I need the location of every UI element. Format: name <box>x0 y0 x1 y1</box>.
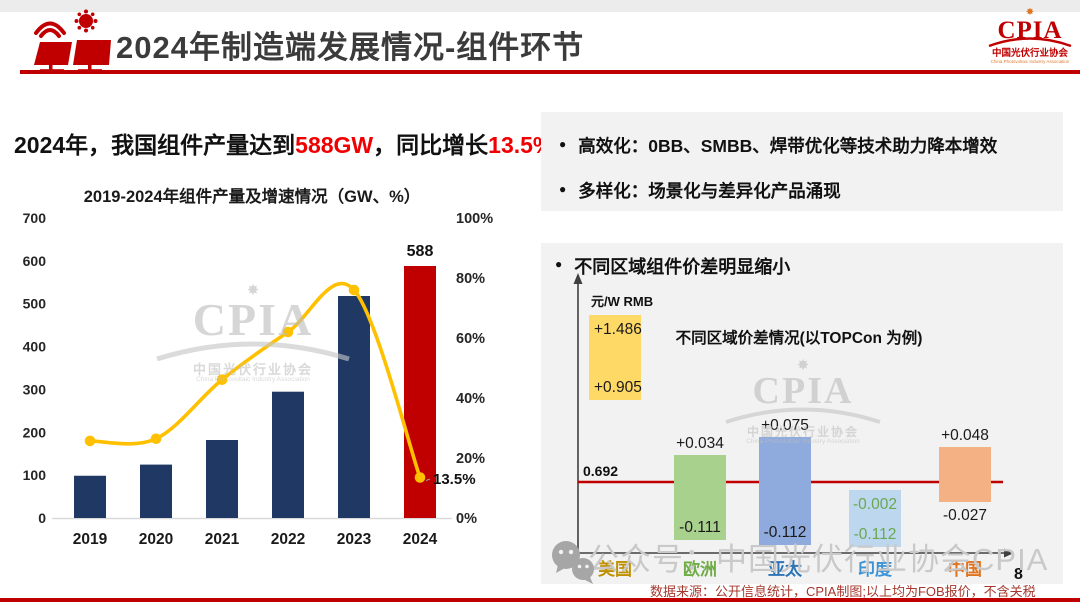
x-axis-label: 2024 <box>403 531 438 548</box>
line-value-label: 13.5% <box>433 471 476 488</box>
x-axis-label: 2023 <box>337 531 372 548</box>
left-axis-tick: 0 <box>38 510 46 526</box>
price-bullet-label: 不同区域组件价差明显缩小 <box>574 257 791 277</box>
bullet-item: ● 不同区域组件价差明显缩小 <box>555 253 790 279</box>
price-label: -0.112 <box>764 524 807 541</box>
window-top-band <box>0 0 1080 12</box>
right-axis-tick: 40% <box>456 391 485 407</box>
bar-2021 <box>206 440 238 518</box>
page-number: 8 <box>1014 566 1023 583</box>
growth-point-2021 <box>216 374 228 385</box>
price-gap-panel: ● 不同区域组件价差明显缩小 元/W RMB 不同区域价差情况(以TOPCon 为… <box>541 243 1063 584</box>
growth-line <box>88 281 422 480</box>
source-note: 数据来源：公开信息统计，CPIA制图;以上均为FOB报价，不含关税 <box>650 584 1036 599</box>
left-axis-tick: 100 <box>23 467 47 483</box>
bar-2022 <box>272 391 304 518</box>
left-chart-title: 2019-2024年组件产量及增速情况（GW、%） <box>84 186 421 206</box>
bar-2023 <box>338 296 370 518</box>
tech-bullets-panel: ● 高效化：0BB、SMBB、焊带优化等技术助力降本增效 ● 多样化：场景化与差… <box>541 112 1063 211</box>
x-axis-label: 2021 <box>205 531 240 548</box>
price-label: -0.027 <box>943 507 987 524</box>
bullet-dot: ● <box>555 257 563 271</box>
growth-point-2020 <box>150 433 162 445</box>
production-growth-chart: 2019-2024年组件产量及增速情况（GW、%） 0 100 200 300 400 50… <box>23 186 494 548</box>
right-axis-tick: 20% <box>456 451 485 467</box>
right-axis-tick: 0% <box>456 511 477 527</box>
left-axis-tick: 500 <box>23 296 47 312</box>
x-axis-label: 2019 <box>73 531 108 548</box>
price-label: +0.034 <box>676 435 724 452</box>
price-label: -0.112 <box>854 526 897 543</box>
bullet-dot: ● <box>559 137 567 151</box>
headline-value: 588GW <box>295 132 374 158</box>
region-label: 中国 <box>948 559 982 579</box>
price-label: -0.111 <box>679 519 721 536</box>
price-label: +0.075 <box>761 417 809 434</box>
bottom-red-bar <box>0 598 1080 602</box>
baseline-price-label: 0.692 <box>583 463 618 479</box>
price-label: -0.002 <box>853 496 897 513</box>
price-bar-印度 <box>849 490 901 547</box>
price-label: +1.486 <box>594 321 642 338</box>
y-axis-title: 元/W RMB <box>591 294 653 309</box>
left-axis-tick: 700 <box>23 210 47 226</box>
x-axis-label: 2022 <box>271 531 305 548</box>
headline: 2024年，我国组件产量达到588GW，同比增长13.5% <box>14 126 553 160</box>
price-bar-亚太 <box>759 437 811 545</box>
price-label: +0.048 <box>941 427 989 444</box>
growth-point-2022 <box>282 326 294 338</box>
price-label: +0.905 <box>594 379 642 396</box>
region-label: 欧洲 <box>683 559 717 579</box>
left-axis-tick: 400 <box>23 339 47 355</box>
price-bar-中国 <box>939 447 991 502</box>
headline-middle: ，同比增长 <box>373 132 489 158</box>
headline-prefix: 2024年，我国组件产量达到 <box>14 132 296 158</box>
bar-2019 <box>74 475 106 518</box>
right-axis-tick: 60% <box>456 331 485 347</box>
left-axis-tick: 600 <box>23 253 47 269</box>
page-title: 2024年制造端发展情况-组件环节 <box>116 30 585 65</box>
growth-point-2023 <box>348 284 360 296</box>
header-underline <box>20 70 1080 74</box>
cpia-logo: ✸ CPIA 中国光伏行业协会 China Photovoltaic Indus… <box>986 8 1074 64</box>
price-bar-欧洲 <box>674 455 726 540</box>
bullet-item: ● 高效化：0BB、SMBB、焊带优化等技术助力降本增效 <box>559 133 997 158</box>
regional-price-gap-chart: 元/W RMB 不同区域价差情况(以TOPCon 为例) 0.692 +1.486 +0… <box>573 273 1014 579</box>
growth-point-2019 <box>84 435 96 447</box>
wechat-icon <box>552 541 594 584</box>
bullet-label: 多样化：场景化与差异化产品涌现 <box>578 181 841 201</box>
logo-en-text: China Photovoltaic Industry Association <box>990 58 1070 64</box>
right-chart-subtitle: 不同区域价差情况(以TOPCon 为例) <box>676 328 923 347</box>
bullet-item: ● 多样化：场景化与差异化产品涌现 <box>559 178 841 203</box>
right-axis-tick: 80% <box>456 271 485 287</box>
region-label: 印度 <box>858 559 893 579</box>
growth-point-2024 <box>414 472 426 483</box>
left-axis-tick: 300 <box>23 381 47 397</box>
bullet-dot: ● <box>559 182 567 196</box>
bar-2020 <box>140 464 172 518</box>
region-label: 美国 <box>598 559 632 579</box>
x-axis-arrow <box>1004 548 1014 558</box>
price-bar-美国 <box>589 315 641 400</box>
bullet-label: 高效化：0BB、SMBB、焊带优化等技术助力降本增效 <box>578 136 998 156</box>
right-axis-tick: 100% <box>456 211 493 227</box>
label-leader-line <box>425 478 431 481</box>
x-axis-label: 2020 <box>139 531 173 548</box>
left-axis-tick: 200 <box>23 424 47 440</box>
region-label: 亚太 <box>768 559 803 579</box>
logo-cn-text: 中国光伏行业协会 <box>991 48 1068 59</box>
logo-arc <box>988 37 1072 47</box>
solar-panel-icon <box>34 9 111 72</box>
bar-value-label: 588 <box>407 243 434 260</box>
y-axis-arrow <box>573 273 583 284</box>
logo-sun-icon: ✸ <box>1025 7 1035 18</box>
